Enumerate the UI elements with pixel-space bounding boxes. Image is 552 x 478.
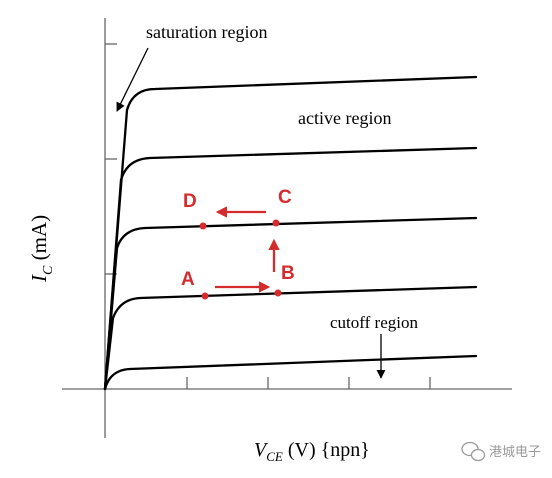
point-b-label: B [281, 263, 295, 284]
curve-ib-4 [103, 146, 478, 391]
curve-ib-3 [103, 216, 478, 391]
point-a-label: A [181, 269, 195, 290]
wechat-logo-icon [461, 441, 486, 462]
point-c-marker [272, 219, 280, 227]
x-axis-label-unit: (V) {npn} [283, 439, 370, 461]
y-axis-label-sub: C [41, 265, 56, 275]
watermark-text: 港城电子 [489, 444, 541, 459]
watermark: 港城电子 [461, 441, 541, 462]
saturation-region-label: saturation region [146, 22, 267, 42]
characteristic-curves [103, 75, 478, 391]
x-axis-label-sub: CE [266, 449, 283, 464]
point-d-marker [199, 222, 207, 230]
curve-ib-2 [103, 285, 478, 391]
cutoff-region-label: cutoff region [330, 313, 418, 332]
x-axis-label-main: V [254, 439, 269, 461]
saturation-pointer-arrow [116, 47, 149, 112]
y-axis-label: IC (mA) [27, 215, 56, 283]
y-axis-label-main: I [27, 274, 51, 283]
point-d-label: D [183, 191, 197, 212]
point-c-label: C [278, 187, 292, 208]
active-region-label: active region [298, 108, 391, 128]
curve-ib-1 [103, 354, 478, 391]
axes [62, 18, 512, 438]
x-axis-label: VCE (V) {npn} [254, 439, 370, 464]
svg-text:IC (mA): IC (mA) [27, 215, 56, 283]
curve-ib-5 [103, 75, 478, 391]
operating-path: A B C D [181, 187, 295, 300]
point-a-marker [201, 292, 209, 300]
y-axis-label-unit: (mA) [27, 215, 51, 266]
point-b-marker [274, 289, 282, 297]
